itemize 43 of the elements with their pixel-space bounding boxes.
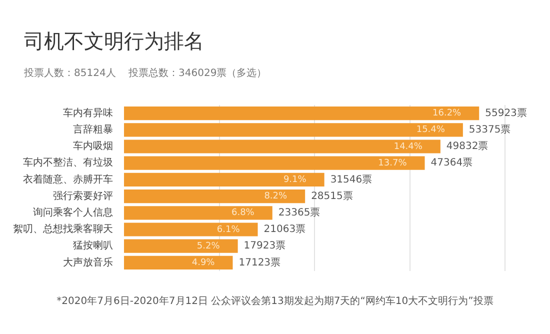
chart-title: 司机不文明行为排名 [24,28,204,55]
data-label: 49832票 [446,141,488,152]
annotation: 14.4% [394,142,423,152]
data-label: 53375票 [468,124,511,136]
text: *2020年7月6日-2020年7月12日 公众评议会第13期发起为期7天的“网约车10大不文明行为”投票 [56,294,494,308]
data-label: 47364票 [430,158,473,169]
annotation: 6.8% [231,208,255,218]
annotation: 16.2% [432,108,462,119]
data-label: 28515票 [311,190,353,202]
bar [124,156,425,170]
annotation: 9.1% [283,175,307,186]
y-tick-label: 衣着随意、赤膊开车 [23,173,113,186]
data-label: 55923票 [485,108,527,119]
bar [124,140,440,154]
bar [124,206,272,220]
y-tick-label: 车内不整洁、有垃圾 [23,156,113,169]
annotation: 13.7% [378,158,408,168]
bar [124,222,258,236]
y-tick-label: 猛按喇叭 [73,240,113,252]
data-label: 31546票 [330,174,372,186]
bar [124,256,233,270]
annotation: 8.2% [264,192,288,202]
bar [124,123,463,137]
y-tick-label: 强行索要好评 [53,190,113,202]
y-tick-label: 絮叨、总想找乘客聊天 [13,223,113,236]
bar [124,106,480,120]
bar [124,239,238,253]
y-tick-label: 言辞粗暴 [73,123,113,136]
annotation: 15.4% [416,125,446,136]
y-tick-label: 大声放音乐 [63,256,113,268]
y-tick-label: 车内有异味 [63,106,113,119]
data-label: 17923票 [244,240,286,252]
y-tick-label: 车内吸烟 [73,140,113,152]
data-label: 23365票 [278,207,320,218]
data-label: 17123票 [238,257,281,268]
annotation: 5.2% [196,241,220,252]
annotation: 6.1% [216,224,240,235]
y-tick-label: 询问乘客个人信息 [33,206,113,218]
bar [124,189,306,204]
chart-subtitle: 投票人数：85124人 投票总数：346029票（多选） [24,66,267,80]
annotation: 4.9% [192,258,216,268]
data-label: 21063票 [264,224,306,236]
bar [124,172,324,187]
